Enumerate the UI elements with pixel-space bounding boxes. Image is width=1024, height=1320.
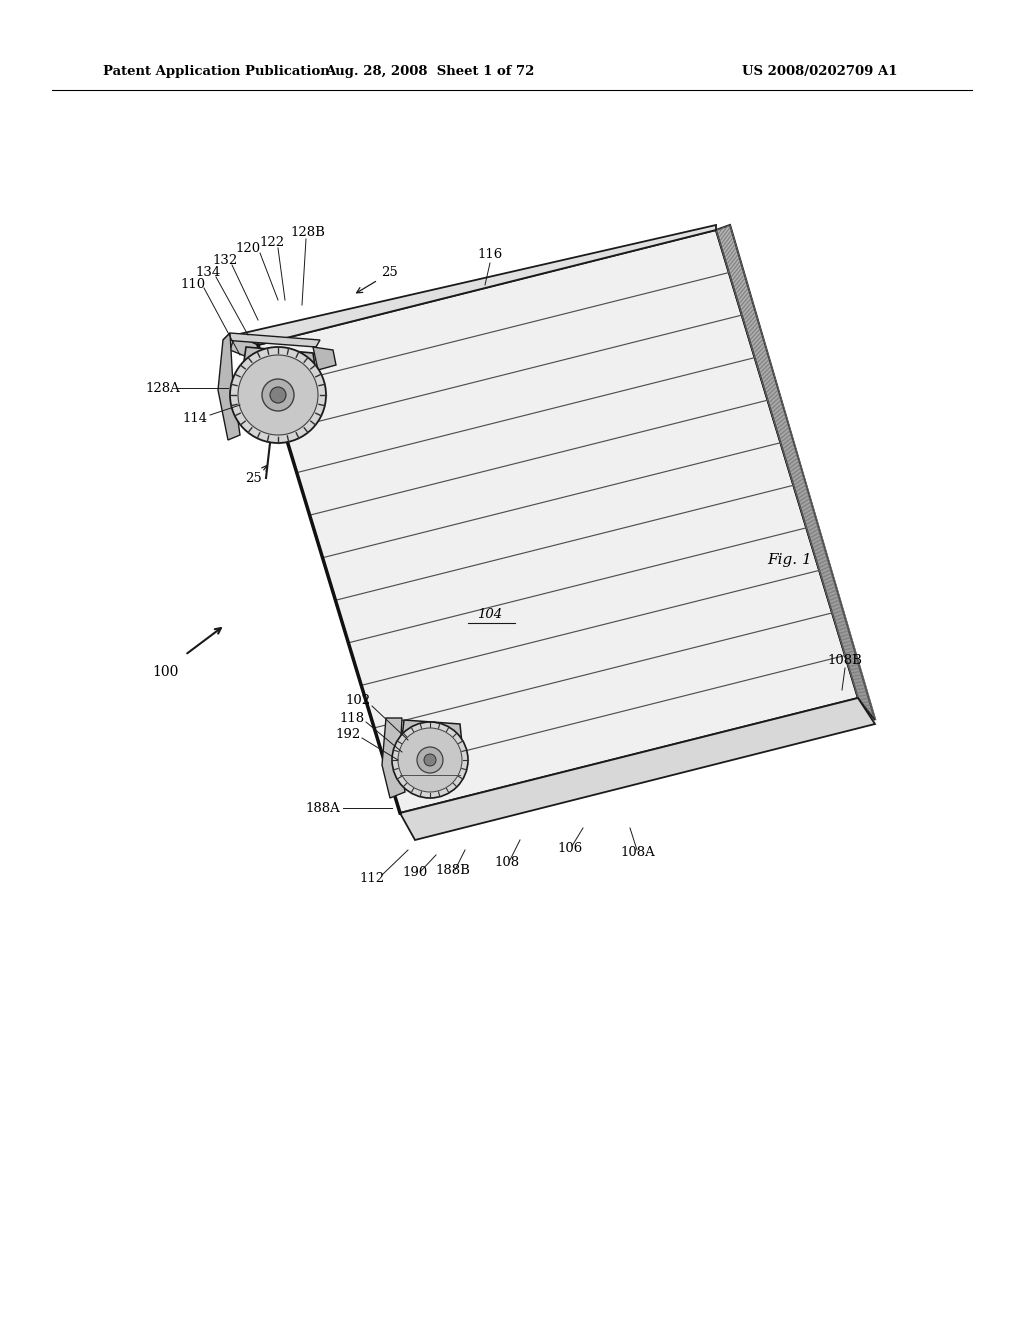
Polygon shape	[230, 335, 264, 364]
Circle shape	[392, 722, 468, 799]
Text: 134: 134	[196, 267, 220, 280]
Circle shape	[424, 754, 436, 766]
Polygon shape	[234, 224, 716, 345]
Circle shape	[398, 729, 462, 792]
Circle shape	[270, 387, 286, 403]
Text: 110: 110	[180, 279, 206, 292]
Text: 118: 118	[339, 711, 365, 725]
Text: 122: 122	[259, 235, 285, 248]
Text: Fig. 1: Fig. 1	[768, 553, 812, 568]
Polygon shape	[400, 698, 874, 840]
Polygon shape	[240, 347, 318, 389]
Text: Aug. 28, 2008  Sheet 1 of 72: Aug. 28, 2008 Sheet 1 of 72	[326, 66, 535, 78]
Polygon shape	[313, 347, 336, 370]
Text: 108: 108	[495, 855, 519, 869]
Text: 106: 106	[557, 842, 583, 854]
Circle shape	[238, 355, 318, 436]
Text: US 2008/0202709 A1: US 2008/0202709 A1	[742, 66, 898, 78]
Text: 102: 102	[345, 693, 371, 706]
Text: 104: 104	[477, 609, 503, 622]
Text: 132: 132	[212, 253, 238, 267]
Text: 25: 25	[382, 267, 398, 280]
Circle shape	[262, 379, 294, 411]
Text: 120: 120	[236, 242, 260, 255]
Text: 116: 116	[477, 248, 503, 261]
Text: 128B: 128B	[291, 227, 326, 239]
Polygon shape	[382, 718, 406, 799]
Text: 108A: 108A	[621, 846, 655, 858]
Polygon shape	[218, 333, 240, 440]
Text: Patent Application Publication: Patent Application Publication	[103, 66, 330, 78]
Text: 114: 114	[182, 412, 208, 425]
Text: 190: 190	[402, 866, 428, 879]
Text: 100: 100	[152, 665, 178, 678]
Text: 188B: 188B	[435, 863, 470, 876]
Circle shape	[230, 347, 326, 444]
Text: 188A: 188A	[305, 801, 340, 814]
Text: 128A: 128A	[145, 381, 180, 395]
Text: 108B: 108B	[827, 653, 862, 667]
Circle shape	[417, 747, 443, 774]
Polygon shape	[223, 333, 319, 347]
Polygon shape	[716, 224, 874, 719]
Text: 112: 112	[359, 871, 385, 884]
Polygon shape	[400, 719, 463, 756]
Polygon shape	[258, 230, 858, 813]
Text: 192: 192	[336, 729, 360, 742]
Text: 25: 25	[245, 471, 261, 484]
